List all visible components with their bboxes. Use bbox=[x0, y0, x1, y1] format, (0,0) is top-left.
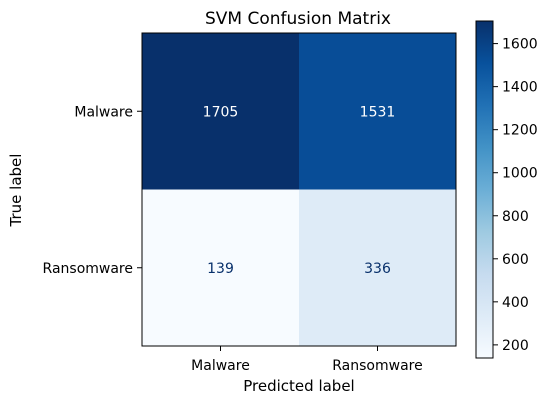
colorbar-tick-label: 600 bbox=[502, 252, 529, 268]
heatmap-cell bbox=[299, 33, 456, 190]
colorbar-tick-label: 1200 bbox=[502, 123, 538, 139]
plot-frame bbox=[141, 32, 457, 347]
x-tick-label: Malware bbox=[191, 358, 250, 374]
x-tick-label: Ransomware bbox=[332, 358, 422, 374]
heatmap-cell-labels: 1705 1531 139 336 bbox=[203, 104, 396, 277]
colorbar bbox=[475, 20, 494, 359]
colorbar-tick-label: 1000 bbox=[502, 166, 538, 182]
heatmap-cells bbox=[142, 33, 456, 346]
heatmap-cell bbox=[142, 189, 299, 346]
x-axis: Malware Ransomware bbox=[191, 346, 423, 374]
colorbar-tick-label: 200 bbox=[502, 338, 529, 354]
y-tick-label: Malware bbox=[74, 104, 133, 120]
y-tick-label: Ransomware bbox=[43, 261, 133, 277]
cell-value-label: 1705 bbox=[203, 104, 239, 120]
cell-value-label: 139 bbox=[207, 261, 234, 277]
y-axis-label: True label bbox=[7, 154, 25, 228]
colorbar-ticks: 200 400 600 800 1000 1200 1400 1600 bbox=[493, 37, 538, 354]
colorbar-tick-label: 1400 bbox=[502, 80, 538, 96]
heatmap-cell bbox=[299, 189, 456, 346]
colorbar-tick-label: 400 bbox=[502, 295, 529, 311]
colorbar-tick-label: 800 bbox=[502, 209, 529, 225]
cell-value-label: 336 bbox=[364, 261, 391, 277]
y-axis: Malware Ransomware bbox=[43, 104, 142, 277]
colorbar-tick-label: 1600 bbox=[502, 37, 538, 53]
x-axis-label: Predicted label bbox=[243, 377, 354, 395]
chart-title: SVM Confusion Matrix bbox=[205, 9, 391, 29]
heatmap-cell bbox=[142, 33, 299, 190]
cell-value-label: 1531 bbox=[360, 104, 396, 120]
